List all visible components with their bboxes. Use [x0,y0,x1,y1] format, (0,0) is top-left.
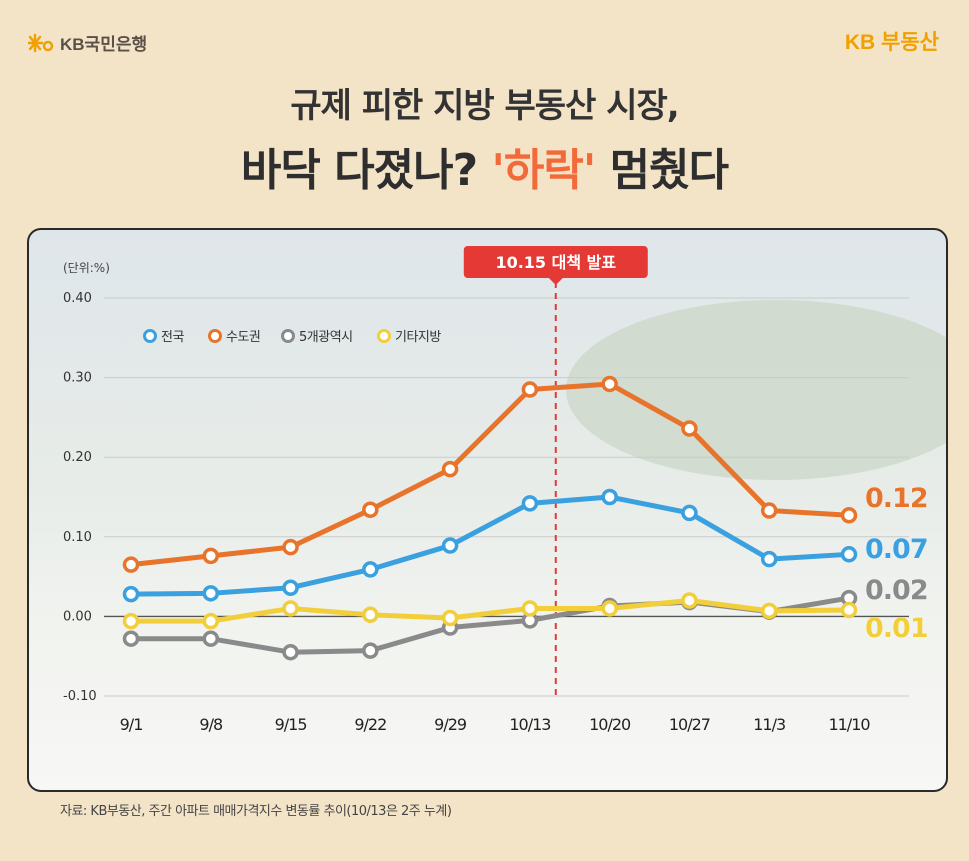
data-point-other [760,602,778,620]
data-point-nation [521,495,539,512]
y-tick-label: 0.20 [63,450,92,465]
event-badge-pointer [547,277,564,285]
y-tick-label: -0.10 [63,689,97,704]
headline-line1: 규제 피한 지방 부동산 시장, [290,86,679,126]
source-note: 자료: KB부동산, 주간 아파트 매매가격지수 변동률 추이(10/13은 2… [60,804,452,819]
legend-marker-nation [143,329,157,343]
x-tick-label: 9/22 [354,715,386,734]
data-point-nation [760,550,778,568]
data-point-capital [521,381,539,398]
legend-label-nation: 전국 [161,330,184,345]
kb-bank-logo: KB국민은행 [28,30,147,55]
data-point-other [441,609,459,627]
end-label-other: 0.01 [865,613,928,644]
headline-line2: 바닥 다졌나? '하락' 멈췄다 [0,134,969,198]
event-badge [463,246,648,278]
headline-prefix: 바닥 다졌나? [240,145,478,196]
data-point-other [362,606,379,624]
legend-label-capital: 수도권 [226,330,260,345]
legend-label-metro5: 5개광역시 [299,330,353,345]
data-point-capital [601,375,618,393]
line-chart: (단위:%) -0.10 0.00 0.10 0.20 0.30 0.40 9/1 9/8 9/1… [63,246,929,734]
y-tick-label: 0.10 [63,530,92,545]
data-point-capital [760,502,778,519]
data-point-metro5 [282,643,299,661]
data-point-capital [122,556,140,573]
headline-suffix: 멈췄다 [609,145,729,196]
data-point-nation [122,585,140,603]
series-line-other [128,597,852,624]
legend-marker-metro5 [281,329,295,343]
unit-label: (단위:%) [63,261,110,275]
end-label-capital: 0.12 [865,483,928,514]
y-tick-label: 0.00 [63,609,92,624]
data-point-capital [282,538,299,556]
kb-star-icon [28,33,54,52]
x-tick-label: 11/3 [753,715,785,734]
event-label: 10.15 대책 발표 [495,253,616,272]
data-point-other [202,612,220,630]
series-line-capital [128,381,852,568]
data-point-nation [601,488,618,506]
top-bar: KB국민은행 KB 부동산 [0,0,969,70]
data-point-other [122,612,140,630]
data-point-metro5 [202,630,220,647]
end-label-metro5: 0.02 [865,575,928,606]
series-line-nation [128,494,852,597]
legend-marker-other [377,329,391,343]
legend-marker-capital [208,329,222,343]
y-tick-label: 0.30 [63,371,92,386]
data-point-capital [362,501,379,518]
data-point-capital [441,460,459,478]
data-point-nation [441,537,459,554]
data-point-other [282,600,299,617]
data-point-capital [202,547,220,565]
x-tick-label: 9/29 [434,715,467,734]
x-tick-label: 9/8 [199,715,223,734]
data-point-capital [840,507,858,524]
data-point-nation [840,546,858,563]
y-tick-label: 0.40 [63,291,92,306]
chart-card: (단위:%) -0.10 0.00 0.10 0.20 0.30 0.40 9/1 9/8 9/1… [27,228,948,792]
data-point-other [681,592,698,609]
data-point-other [521,600,539,617]
x-tick-label: 10/20 [589,715,631,734]
data-point-nation [362,561,379,578]
x-tick-label: 9/15 [275,715,307,734]
end-label-nation: 0.07 [865,534,928,565]
kb-realty-logo: KB 부동산 [844,31,939,54]
data-point-nation [681,504,698,522]
x-tick-label: 9/1 [120,715,143,734]
x-tick-label: 11/10 [828,715,870,734]
x-tick-label: 10/13 [509,715,550,734]
data-point-metro5 [362,642,379,659]
background-hill [566,300,946,480]
x-tick-label: 10/27 [669,715,710,734]
bank-name: KB국민은행 [60,35,148,54]
legend-label-other: 기타지방 [395,330,441,345]
data-point-other [840,601,858,619]
data-point-capital [681,420,698,437]
data-point-nation [282,579,299,596]
data-point-nation [202,585,220,602]
data-point-other [601,600,618,617]
headline-highlight: '하락' [491,145,596,196]
data-point-metro5 [122,630,140,647]
